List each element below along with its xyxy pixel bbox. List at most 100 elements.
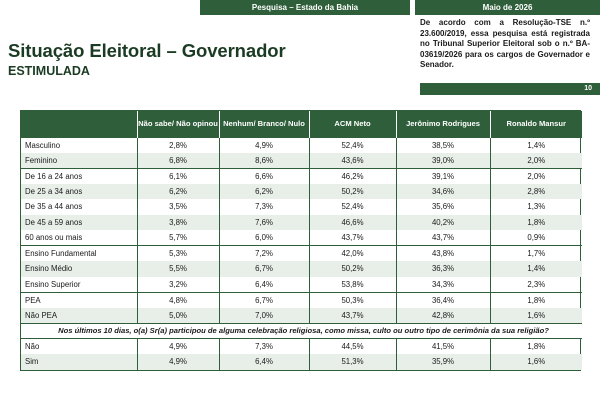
table-cell: 5,3% <box>136 245 219 261</box>
table-cell: 2,8% <box>136 136 219 153</box>
table-cell: 35,6% <box>395 199 490 215</box>
table-cell: 46,2% <box>308 167 396 184</box>
table-cell: 6,7% <box>218 291 309 308</box>
table-cell: 1,3% <box>489 199 582 215</box>
page-subtitle: ESTIMULADA <box>8 64 90 78</box>
table-cell: 7,3% <box>218 199 309 215</box>
column-header: Ronaldo Mansur <box>489 111 582 137</box>
table-cell: 39,0% <box>395 152 490 168</box>
table-row: 60 anos ou mais 5,7% 6,0% 43,7% 43,7% 0,9% <box>21 230 582 246</box>
row-label: PEA <box>21 291 137 308</box>
row-label: 60 anos ou mais <box>25 233 83 242</box>
table-cell: 1,7% <box>489 245 582 261</box>
table-cell: 7,2% <box>218 245 309 261</box>
row-label: Não <box>25 342 40 351</box>
table-cell: 46,6% <box>308 214 396 230</box>
table-cell: 52,4% <box>308 136 396 153</box>
table-cell: 1,4% <box>489 261 582 277</box>
column-header: Não sabe/ Não opinou <box>136 111 219 137</box>
table-row: Ensino Fundamental 5,3% 7,2% 42,0% 43,8% 1,7% <box>21 245 582 261</box>
question-text: Nos últimos 10 dias, o(a) Sr(a) particip… <box>21 322 582 339</box>
table-cell: 6,0% <box>218 230 309 246</box>
table-cell: 4,8% <box>136 291 219 308</box>
table-cell: 50,2% <box>308 261 396 277</box>
table-cell: 5,5% <box>136 261 219 277</box>
table-cell: 43,7% <box>395 230 490 246</box>
table-row: Não 4,9% 7,3% 44,5% 41,5% 1,8% <box>21 338 582 354</box>
table-row: De 45 a 59 anos 3,8% 7,6% 46,6% 40,2% 1,8% <box>21 214 582 230</box>
table-cell: 39,1% <box>395 167 490 184</box>
table-cell: 2,0% <box>489 152 582 168</box>
table-cell: 43,6% <box>308 152 396 168</box>
column-header: Jerônimo Rodrigues <box>395 111 490 137</box>
row-label: De 25 a 34 anos <box>21 183 137 199</box>
row-label: Não PEA <box>21 307 137 323</box>
table-cell: 8,6% <box>218 152 309 168</box>
top-bar-gap <box>410 0 415 15</box>
table-cell: 0,9% <box>489 230 582 246</box>
table-body: Masculino 2,8% 4,9% 52,4% 38,5% 1,4% Feminino 6… <box>21 136 582 370</box>
table-cell: 6,6% <box>218 167 309 184</box>
table-cell: 7,0% <box>218 307 309 323</box>
results-table-wrapper: Não sabe/ Não opinou Nenhum/ Branco/ Nul… <box>20 110 582 371</box>
survey-label: Pesquisa – Estado da Bahia <box>200 0 410 15</box>
table-cell: 44,5% <box>308 338 396 354</box>
table-cell: 1,6% <box>489 354 582 370</box>
table-cell: 34,6% <box>395 183 490 199</box>
column-header: ACM Neto <box>308 111 396 137</box>
table-cell: 5,7% <box>136 230 219 246</box>
table-cell: 1,4% <box>489 136 582 153</box>
table-cell: 38,5% <box>395 136 490 153</box>
table-cell: 53,8% <box>308 276 396 292</box>
table-row: Não PEA 5,0% 7,0% 43,7% 42,8% 1,6% <box>21 307 582 323</box>
table-cell: 1,8% <box>489 291 582 308</box>
table-cell: 5,0% <box>136 307 219 323</box>
table-row: PEA 4,8% 6,7% 50,3% 36,4% 1,8% <box>21 291 582 308</box>
table-cell: 36,3% <box>395 261 490 277</box>
table-cell: 40,2% <box>395 214 490 230</box>
table-row: De 25 a 34 anos 6,2% 6,2% 50,2% 34,6% 2,8% <box>21 183 582 199</box>
table-cell: 42,8% <box>395 307 490 323</box>
table-cell: 2,3% <box>489 276 582 292</box>
table-cell: 6,4% <box>218 276 309 292</box>
table-row: Sim 4,9% 6,4% 51,3% 35,9% 1,6% <box>21 354 582 370</box>
table-row: Feminino 6,8% 8,6% 43,6% 39,0% 2,0% <box>21 152 582 168</box>
table-header-row: Não sabe/ Não opinou Nenhum/ Branco/ Nul… <box>21 111 582 137</box>
table-row: Ensino Médio 5,5% 6,7% 50,2% 36,3% 1,4% <box>21 261 582 277</box>
page-number-bar: 10 <box>420 83 600 95</box>
table-cell: 6,2% <box>218 183 309 199</box>
table-cell: 4,9% <box>136 338 219 354</box>
table-cell: 36,4% <box>395 291 490 308</box>
table-cell: 4,9% <box>218 136 309 153</box>
table-cell: 1,8% <box>489 214 582 230</box>
table-cell: 43,7% <box>308 307 396 323</box>
table-cell: 42,0% <box>308 245 396 261</box>
page-title: Situação Eleitoral – Governador <box>8 40 286 61</box>
table-cell: 50,3% <box>308 291 396 308</box>
table-cell: 4,9% <box>136 354 219 370</box>
row-label: Ensino Superior <box>25 279 81 289</box>
table-cell: 51,3% <box>308 354 396 370</box>
column-header <box>21 111 137 137</box>
table-cell: 6,2% <box>136 183 219 199</box>
question-row: Nos últimos 10 dias, o(a) Sr(a) particip… <box>21 322 582 339</box>
table-cell: 1,8% <box>489 338 582 354</box>
table-row: De 35 a 44 anos 3,5% 7,3% 52,4% 35,6% 1,3% <box>21 199 582 215</box>
row-label: Ensino Fundamental <box>21 245 137 261</box>
table-cell: 2,8% <box>489 183 582 199</box>
table-cell: 3,5% <box>136 199 219 215</box>
table-cell: 41,5% <box>395 338 490 354</box>
table-cell: 6,8% <box>136 152 219 168</box>
table-cell: 3,2% <box>136 276 219 292</box>
table-row: De 16 a 24 anos 6,1% 6,6% 46,2% 39,1% 2,0% <box>21 167 582 184</box>
table-cell: 7,3% <box>218 338 309 354</box>
survey-date: Maio de 2026 <box>415 0 600 15</box>
table-cell: 1,6% <box>489 307 582 323</box>
results-table: Não sabe/ Não opinou Nenhum/ Branco/ Nul… <box>21 111 582 370</box>
row-label: Sim <box>21 354 137 370</box>
row-label: Masculino <box>21 136 137 153</box>
table-cell: 34,3% <box>395 276 490 292</box>
table-cell: 7,6% <box>218 214 309 230</box>
top-bar: Pesquisa – Estado da Bahia Maio de 2026 <box>200 0 600 15</box>
row-label: Feminino <box>21 152 137 168</box>
